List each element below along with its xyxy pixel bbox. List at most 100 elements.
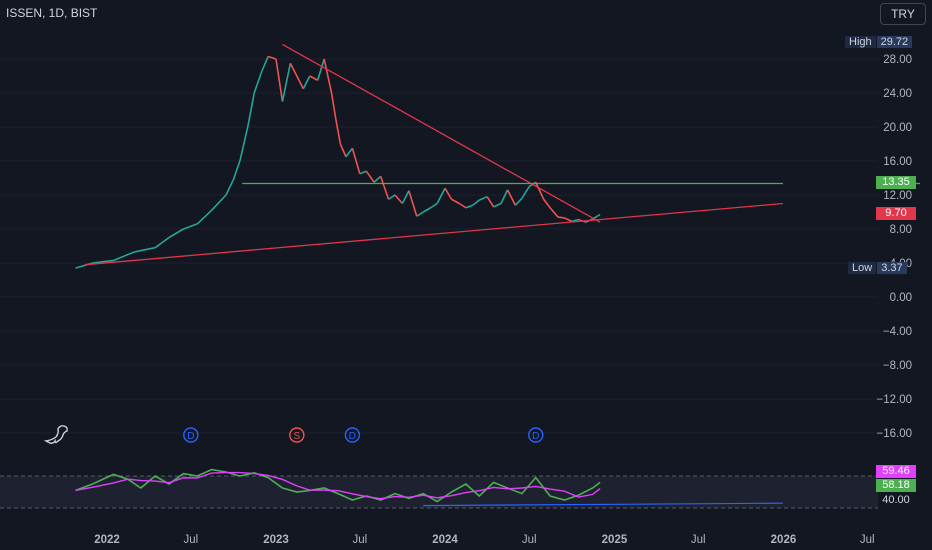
- y-tick-label: 8.00: [890, 224, 912, 236]
- x-tick-label: Jul: [352, 534, 367, 546]
- dividend-event-icon[interactable]: D: [183, 427, 199, 443]
- price-segment: [486, 196, 495, 208]
- price-segment: [430, 202, 438, 209]
- low-label: Low 3.37: [848, 262, 907, 275]
- dividend-event-icon[interactable]: D: [344, 427, 361, 443]
- price-segment: [422, 207, 432, 213]
- x-tick-label: Jul: [183, 534, 198, 546]
- event-label: S: [293, 431, 300, 442]
- y-tick-label: −12.00: [877, 394, 913, 406]
- trend-line: [282, 43, 601, 223]
- y-tick-label: −8.00: [883, 360, 912, 372]
- trend-line: [85, 202, 784, 266]
- rsi-ma-line: [75, 471, 601, 500]
- price-segment: [253, 71, 263, 94]
- price-segment: [535, 181, 545, 200]
- rsi-badge: 58.18: [876, 479, 916, 492]
- price-segment: [458, 202, 467, 209]
- x-tick-label: 2025: [602, 534, 628, 546]
- rsi-pane: [0, 468, 878, 509]
- price-segment: [309, 75, 319, 81]
- price-segment: [564, 217, 573, 223]
- x-tick-label: Jul: [860, 534, 875, 546]
- price-segment: [478, 195, 488, 201]
- y-tick-label: 20.00: [883, 122, 912, 134]
- event-circle: [344, 427, 361, 443]
- currency-button[interactable]: TRY: [880, 3, 926, 25]
- price-segment: [232, 160, 241, 180]
- price-segment: [267, 55, 277, 60]
- y-tick-label: 28.00: [883, 54, 912, 66]
- x-tick-label: 2023: [263, 534, 289, 546]
- last-price-badge: 9.70: [876, 207, 916, 220]
- price-segment: [416, 211, 424, 217]
- price-segment: [500, 189, 509, 204]
- price-segment: [345, 147, 354, 158]
- y-tick-label: 0.00: [890, 292, 912, 304]
- price-segment: [334, 118, 342, 145]
- event-circle: [183, 427, 199, 443]
- price-segment: [302, 75, 311, 90]
- price-segment: [154, 236, 170, 249]
- rsi-level-label: 40.00: [882, 494, 910, 506]
- price-segment: [275, 58, 284, 102]
- price-segment: [394, 194, 404, 205]
- low-tag: Low: [848, 262, 877, 274]
- grid: [0, 58, 878, 434]
- axes: 28.0024.0020.0016.0012.008.004.000.00−4.…: [94, 54, 912, 546]
- price-segment: [493, 202, 502, 208]
- price-segment: [379, 176, 390, 200]
- rsi-trend-line: [423, 502, 784, 507]
- price-segment: [239, 126, 249, 162]
- x-tick-label: 2022: [94, 534, 120, 546]
- x-tick-label: 2024: [432, 534, 458, 546]
- rsi-ma-badge: 59.46: [876, 465, 916, 478]
- high-tag: High: [845, 36, 876, 48]
- price-segment: [401, 190, 410, 204]
- x-tick-label: Jul: [691, 534, 706, 546]
- price-segment: [196, 209, 213, 225]
- price-segment: [260, 56, 269, 73]
- price-segment: [451, 198, 460, 205]
- price-segment: [296, 75, 305, 90]
- y-tick-label: −16.00: [877, 428, 913, 440]
- price-segment: [472, 199, 480, 206]
- dividend-event-icon[interactable]: D: [528, 427, 544, 443]
- price-segment: [571, 218, 579, 223]
- y-tick-label: 12.00: [883, 190, 912, 202]
- price-segment: [316, 58, 325, 81]
- price-segment: [225, 179, 235, 196]
- price-segment: [388, 194, 396, 200]
- split-event-icon[interactable]: S: [289, 427, 305, 443]
- event-label: D: [532, 431, 539, 442]
- price-segment: [211, 194, 227, 211]
- price-segment: [246, 92, 256, 128]
- price-segment: [557, 216, 565, 219]
- low-value: 3.37: [877, 262, 907, 274]
- event-label: D: [349, 431, 356, 442]
- price-segment: [183, 223, 198, 230]
- price-segment: [281, 63, 292, 102]
- x-tick-label: 2026: [771, 534, 797, 546]
- price-segment: [365, 170, 375, 183]
- price-segment: [373, 175, 382, 183]
- price-segment: [323, 58, 333, 94]
- high-label: High 29.72: [845, 36, 913, 49]
- price-segment: [465, 204, 474, 209]
- price-segment: [408, 190, 418, 217]
- support-price-badge: 13.35: [876, 176, 916, 189]
- event-label: D: [187, 431, 194, 442]
- x-tick-label: Jul: [522, 534, 537, 546]
- price-segment: [330, 92, 337, 119]
- price-segment: [168, 228, 184, 239]
- y-tick-label: 16.00: [883, 156, 912, 168]
- price-segment: [134, 246, 156, 253]
- event-circle: [528, 427, 544, 443]
- price-segment: [351, 148, 361, 174]
- price-segment: [113, 251, 135, 262]
- price-segment: [289, 62, 298, 77]
- y-tick-label: 24.00: [883, 88, 912, 100]
- price-segment: [444, 187, 453, 200]
